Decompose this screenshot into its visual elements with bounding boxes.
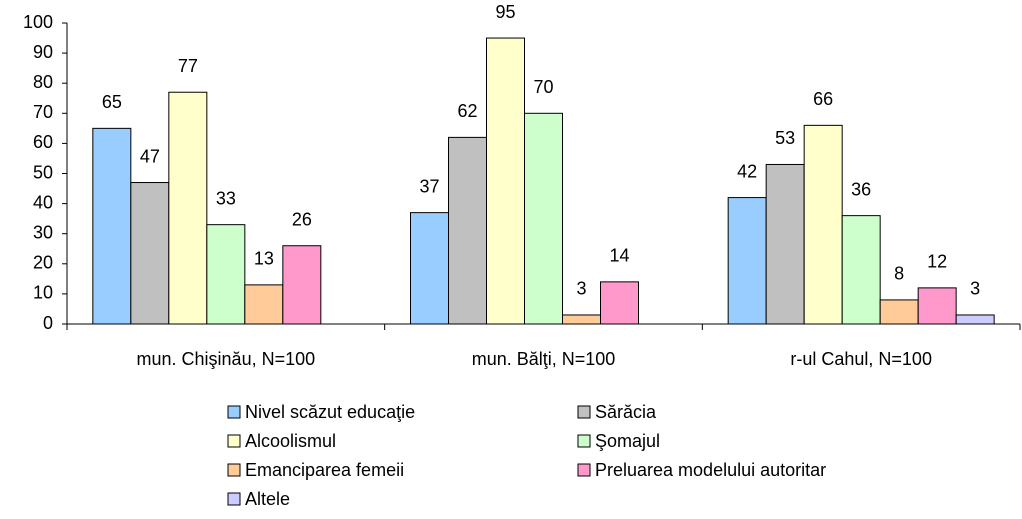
data-label: 3 <box>970 279 980 299</box>
x-tick-label: r-ul Cahul, N=100 <box>790 349 932 369</box>
y-tick-label: 70 <box>33 102 53 122</box>
bar <box>448 136 487 325</box>
y-tick-label: 30 <box>33 222 53 242</box>
bar <box>600 281 639 325</box>
bar <box>841 215 881 325</box>
data-label: 26 <box>292 209 312 229</box>
legend-label: Alcoolismul <box>245 431 336 451</box>
legend-label: Şomajul <box>595 431 660 451</box>
data-label: 65 <box>102 92 122 112</box>
bar <box>244 284 284 325</box>
legend-label: Altele <box>245 489 290 509</box>
data-label: 47 <box>140 146 160 166</box>
y-tick-label: 50 <box>33 162 53 182</box>
y-tick-label: 60 <box>33 132 53 152</box>
legend-label: Preluarea modelului autoritar <box>595 460 826 480</box>
legend-swatch <box>227 463 241 477</box>
bar <box>917 287 957 325</box>
data-label: 53 <box>775 128 795 148</box>
legend-label: Nivel scăzut educaţie <box>245 402 415 422</box>
bar <box>803 124 843 325</box>
data-label: 70 <box>533 77 553 97</box>
bar <box>879 299 919 325</box>
y-tick-label: 20 <box>33 253 53 273</box>
x-tick-label: mun. Chişinău, N=100 <box>137 349 316 369</box>
bar <box>92 127 132 325</box>
legend-swatch <box>577 463 591 477</box>
x-tick-label: mun. Bălţi, N=100 <box>472 349 616 369</box>
y-tick-label: 80 <box>33 72 53 92</box>
bar <box>206 224 246 325</box>
data-label: 33 <box>216 188 236 208</box>
bar <box>410 212 449 325</box>
legend-label: Emanciparea femeii <box>245 460 404 480</box>
legend-swatch <box>227 492 241 506</box>
y-tick-label: 100 <box>23 12 53 32</box>
data-label: 3 <box>576 279 586 299</box>
legend-swatch <box>577 405 591 419</box>
data-label: 42 <box>737 161 757 181</box>
bar <box>727 197 767 325</box>
y-tick-label: 0 <box>43 313 53 333</box>
data-label: 62 <box>457 101 477 121</box>
data-label: 13 <box>254 249 274 269</box>
legend-swatch <box>227 405 241 419</box>
y-tick-label: 10 <box>33 283 53 303</box>
bar <box>562 314 601 325</box>
data-label: 36 <box>851 179 871 199</box>
bar <box>955 314 995 325</box>
data-label: 14 <box>609 246 629 266</box>
bar <box>524 112 563 325</box>
bar <box>282 245 322 325</box>
y-tick-label: 40 <box>33 192 53 212</box>
y-tick-label: 90 <box>33 42 53 62</box>
data-label: 37 <box>419 176 439 196</box>
data-label: 8 <box>894 264 904 284</box>
data-label: 12 <box>927 252 947 272</box>
data-label: 77 <box>178 56 198 76</box>
bar <box>765 163 805 325</box>
legend-label: Sărăcia <box>595 402 657 422</box>
legend-swatch <box>577 434 591 448</box>
data-label: 66 <box>813 89 833 109</box>
bar <box>168 91 208 325</box>
data-label: 95 <box>495 2 515 22</box>
legend-swatch <box>227 434 241 448</box>
bar <box>130 182 170 325</box>
bar <box>486 37 525 325</box>
